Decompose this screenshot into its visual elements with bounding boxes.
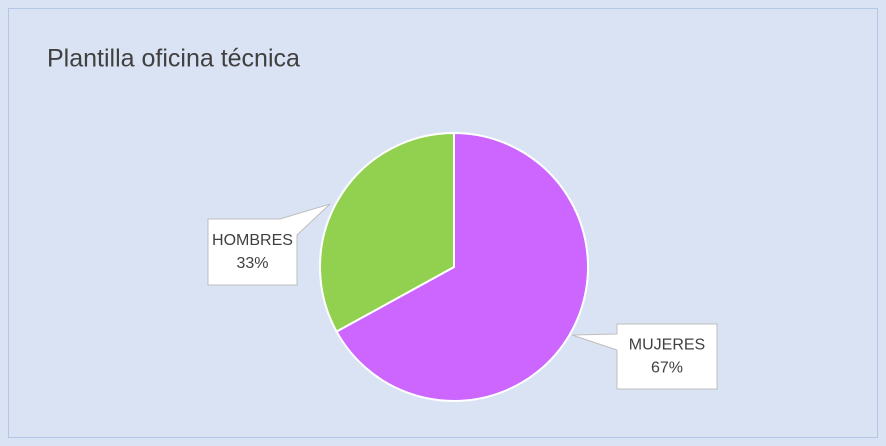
value-label: 67%	[651, 360, 683, 377]
label-callout	[207, 203, 331, 286]
label-callout	[571, 323, 718, 390]
category-label: HOMBRES	[212, 232, 293, 249]
pie-slice	[335, 131, 589, 402]
category-label: MUJERES	[629, 337, 705, 354]
value-label: 33%	[236, 255, 268, 272]
pie-slice	[319, 131, 455, 333]
chart-title: Plantilla oficina técnica	[47, 45, 300, 73]
